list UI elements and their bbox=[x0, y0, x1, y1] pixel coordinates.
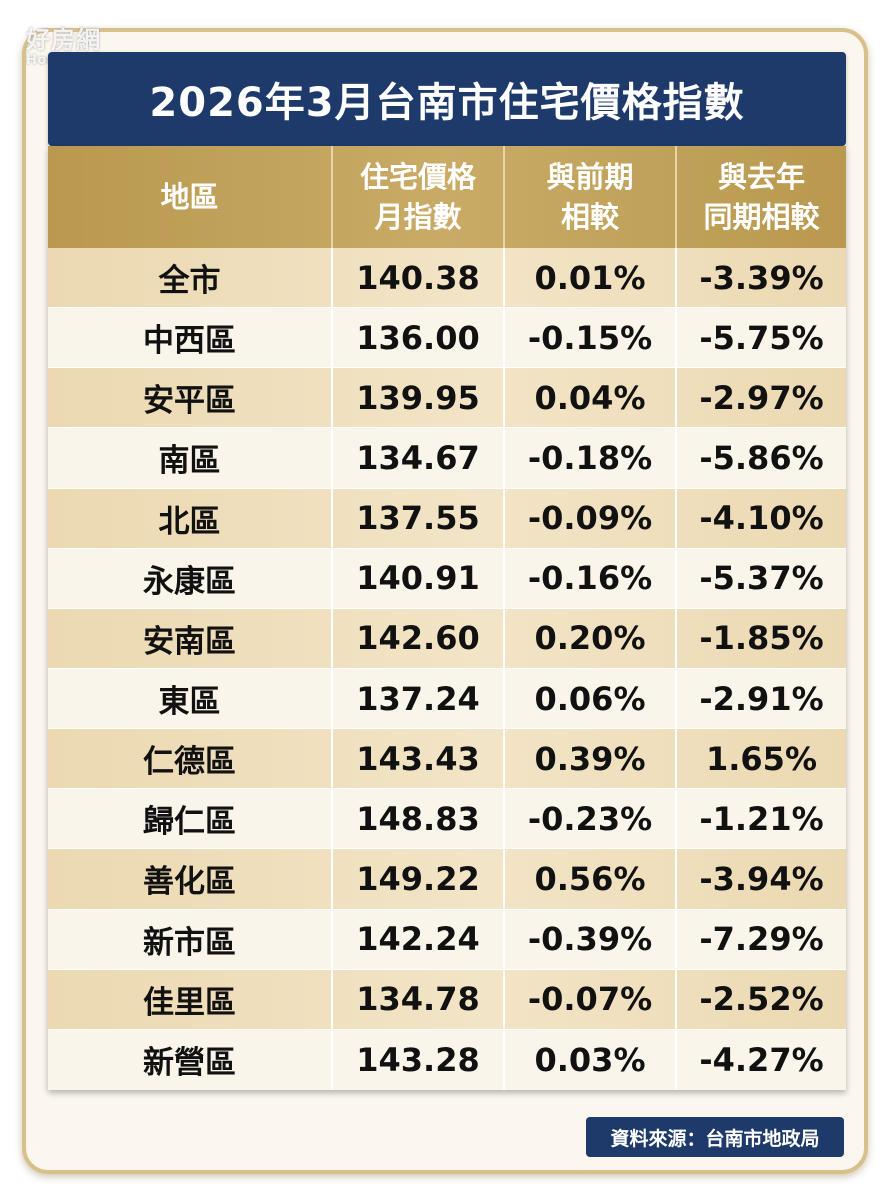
title-bar: 2026年3月台南市住宅價格指數 bbox=[48, 52, 846, 146]
cell-vs-previous: 0.06% bbox=[505, 668, 677, 729]
header-district: 地區 bbox=[48, 146, 333, 248]
cell-district: 歸仁區 bbox=[48, 789, 333, 849]
cell-vs-previous: -0.23% bbox=[505, 789, 677, 849]
cell-district: 佳里區 bbox=[48, 969, 333, 1029]
cell-monthly-index: 134.78 bbox=[333, 969, 505, 1029]
table-row: 新市區 142.24 -0.39% -7.29% bbox=[48, 909, 846, 970]
cell-vs-previous: 0.56% bbox=[505, 849, 677, 909]
cell-monthly-index: 137.24 bbox=[333, 668, 505, 729]
table-row: 歸仁區 148.83 -0.23% -1.21% bbox=[48, 789, 846, 850]
header-vs-last-year: 與去年 同期相較 bbox=[703, 160, 820, 234]
table-row: 中西區 136.00 -0.15% -5.75% bbox=[48, 308, 846, 369]
cell-vs-previous: -0.09% bbox=[505, 488, 677, 548]
cell-vs-previous: 0.39% bbox=[505, 729, 677, 789]
cell-district: 全市 bbox=[48, 248, 333, 308]
header-monthly-index: 住宅價格 月指數 bbox=[333, 146, 505, 248]
cell-monthly-index: 148.83 bbox=[333, 789, 505, 849]
table-row: 新營區 143.28 0.03% -4.27% bbox=[48, 1029, 846, 1090]
cell-vs-previous: 0.20% bbox=[505, 608, 677, 668]
table-header: 地區 住宅價格 月指數 與前期 相較 與去年 同期相較 bbox=[48, 146, 846, 248]
cell-vs-last-year: -1.21% bbox=[699, 799, 824, 838]
cell-district: 安南區 bbox=[48, 608, 333, 668]
cell-vs-previous: -0.16% bbox=[505, 548, 677, 608]
cell-district: 永康區 bbox=[48, 548, 333, 608]
table-row: 永康區 140.91 -0.16% -5.37% bbox=[48, 548, 846, 609]
cell-vs-previous: -0.07% bbox=[505, 969, 677, 1029]
cell-monthly-index: 149.22 bbox=[333, 849, 505, 909]
cell-monthly-index: 140.38 bbox=[333, 248, 505, 308]
cell-vs-last-year: -2.91% bbox=[699, 679, 824, 718]
cell-vs-last-year: -3.94% bbox=[699, 859, 824, 898]
cell-district: 新市區 bbox=[48, 909, 333, 969]
cell-district: 安平區 bbox=[48, 368, 333, 428]
cell-district: 善化區 bbox=[48, 849, 333, 909]
table-row: 南區 134.67 -0.18% -5.86% bbox=[48, 428, 846, 489]
cell-district: 新營區 bbox=[48, 1029, 333, 1090]
cell-monthly-index: 142.24 bbox=[333, 909, 505, 969]
cell-vs-last-year: -5.37% bbox=[699, 559, 824, 598]
cell-vs-previous: 0.04% bbox=[505, 368, 677, 428]
cell-vs-last-year: -3.39% bbox=[699, 258, 824, 297]
cell-district: 仁德區 bbox=[48, 729, 333, 789]
table-row: 東區 137.24 0.06% -2.91% bbox=[48, 668, 846, 730]
cell-monthly-index: 142.60 bbox=[333, 608, 505, 668]
cell-vs-last-year: -2.97% bbox=[699, 378, 824, 417]
watermark-brand-cn: 好房網 bbox=[26, 26, 101, 54]
source-note: 資料來源：台南市地政局 bbox=[586, 1117, 844, 1157]
cell-vs-previous: -0.18% bbox=[505, 428, 677, 488]
cell-monthly-index: 143.43 bbox=[333, 729, 505, 789]
table-row: 全市 140.38 0.01% -3.39% bbox=[48, 248, 846, 309]
cell-vs-previous: 0.01% bbox=[505, 248, 677, 308]
table-row: 安南區 142.60 0.20% -1.85% bbox=[48, 608, 846, 669]
cell-vs-previous: -0.15% bbox=[505, 308, 677, 368]
cell-vs-previous: 0.03% bbox=[505, 1029, 677, 1090]
cell-district: 南區 bbox=[48, 428, 333, 488]
cell-vs-last-year: -2.52% bbox=[699, 980, 824, 1019]
cell-vs-last-year: -5.86% bbox=[699, 438, 824, 477]
cell-vs-last-year: 1.65% bbox=[705, 739, 817, 778]
table-body: 全市 140.38 0.01% -3.39% 中西區 136.00 -0.15% -5.75%… bbox=[48, 248, 846, 1090]
cell-vs-last-year: -5.75% bbox=[699, 318, 824, 357]
table-row: 佳里區 134.78 -0.07% -2.52% bbox=[48, 969, 846, 1030]
cell-vs-last-year: -1.85% bbox=[699, 619, 824, 658]
cell-monthly-index: 134.67 bbox=[333, 428, 505, 488]
cell-monthly-index: 136.00 bbox=[333, 308, 505, 368]
table-row: 北區 137.55 -0.09% -4.10% bbox=[48, 488, 846, 549]
cell-monthly-index: 140.91 bbox=[333, 548, 505, 608]
chart-title: 2026年3月台南市住宅價格指數 bbox=[149, 80, 745, 126]
cell-district: 東區 bbox=[48, 668, 333, 729]
table-row: 仁德區 143.43 0.39% 1.65% bbox=[48, 729, 846, 790]
cell-district: 中西區 bbox=[48, 308, 333, 368]
table-row: 善化區 149.22 0.56% -3.94% bbox=[48, 849, 846, 910]
cell-vs-last-year: -4.10% bbox=[699, 499, 824, 538]
cell-vs-previous: -0.39% bbox=[505, 909, 677, 969]
cell-vs-last-year: -7.29% bbox=[699, 920, 824, 959]
table-row: 安平區 139.95 0.04% -2.97% bbox=[48, 368, 846, 429]
header-vs-previous: 與前期 相較 bbox=[505, 146, 677, 248]
cell-monthly-index: 143.28 bbox=[333, 1029, 505, 1090]
cell-district: 北區 bbox=[48, 488, 333, 548]
price-index-table: 地區 住宅價格 月指數 與前期 相較 與去年 同期相較 全市 140.38 0.01… bbox=[48, 146, 846, 1090]
cell-monthly-index: 139.95 bbox=[333, 368, 505, 428]
cell-monthly-index: 137.55 bbox=[333, 488, 505, 548]
cell-vs-last-year: -4.27% bbox=[699, 1040, 824, 1079]
